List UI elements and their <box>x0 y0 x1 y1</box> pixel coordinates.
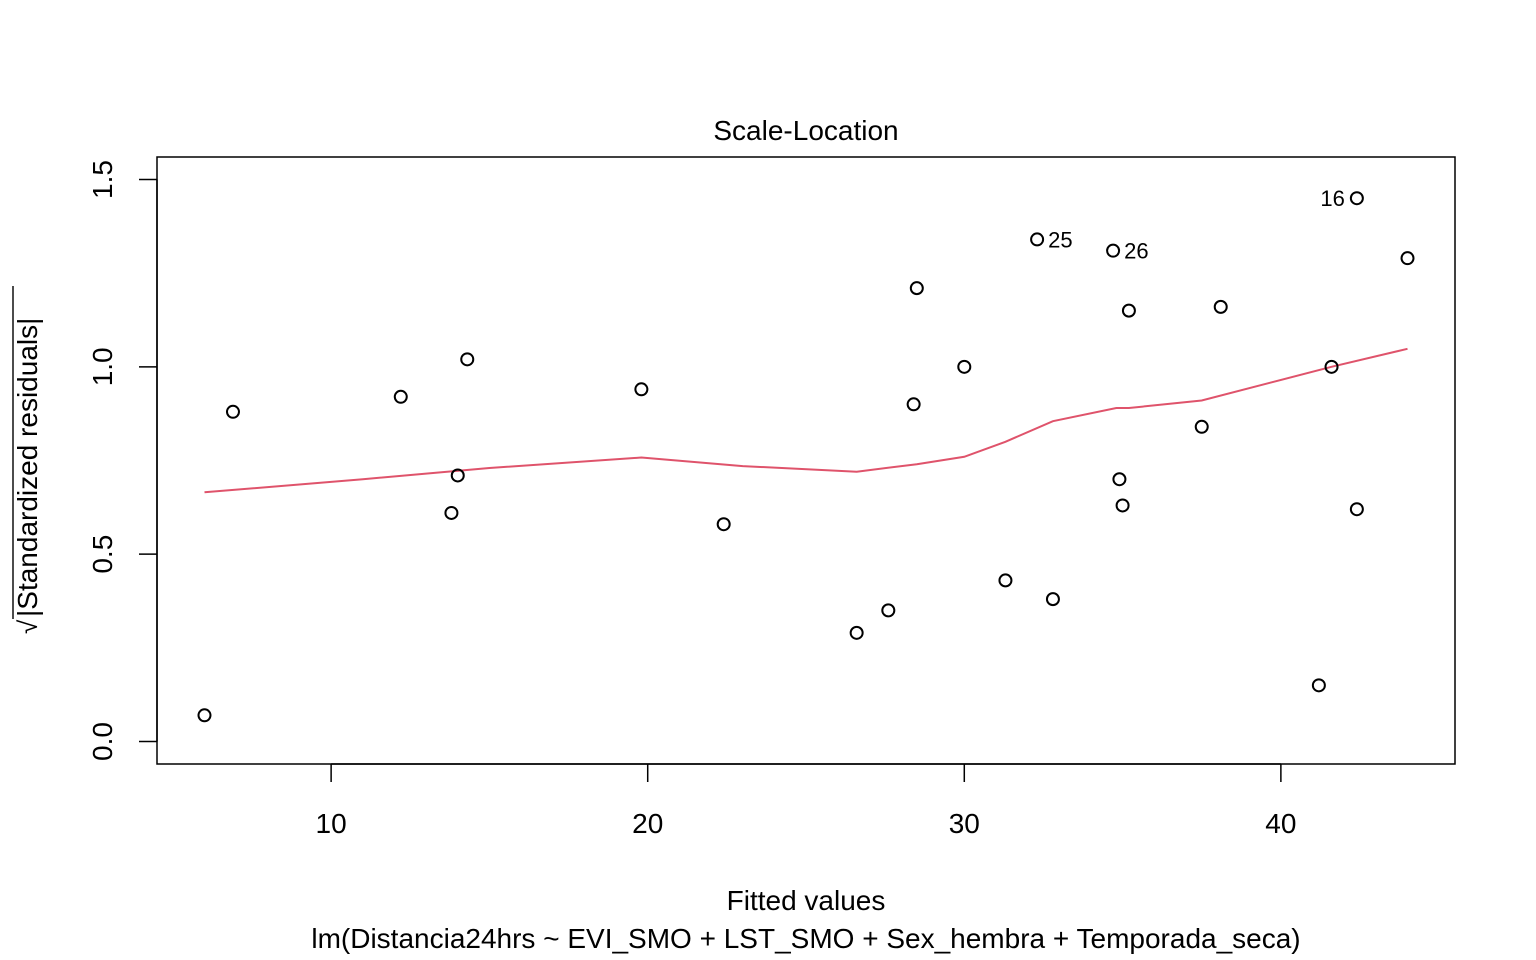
x-tick-label: 10 <box>316 808 347 839</box>
point-label: 25 <box>1048 227 1072 252</box>
data-points: 25 26 16 <box>197 186 1415 723</box>
x-tick-label: 30 <box>949 808 980 839</box>
data-point <box>225 404 240 419</box>
data-point <box>1106 243 1121 258</box>
y-axis-label-radical: √ <box>13 619 43 634</box>
x-tick-label: 20 <box>632 808 663 839</box>
data-point <box>460 352 475 367</box>
smooth-line <box>204 347 1408 494</box>
model-formula-subtitle: lm(Distancia24hrs ~ EVI_SMO + LST_SMO + … <box>311 923 1300 954</box>
data-point <box>998 573 1013 588</box>
x-tick-label: 40 <box>1265 808 1296 839</box>
y-tick-label: 1.0 <box>87 347 118 386</box>
x-axis-label: Fitted values <box>727 885 886 916</box>
chart-title: Scale-Location <box>713 115 898 146</box>
data-point <box>393 389 408 404</box>
data-point <box>450 468 465 483</box>
y-axis: 0.0 0.5 1.0 1.5 <box>87 160 158 761</box>
data-point <box>1045 592 1060 607</box>
data-point <box>1030 232 1045 247</box>
data-point <box>1349 502 1364 517</box>
data-point <box>957 359 972 374</box>
data-point <box>1112 472 1127 487</box>
plot-frame <box>156 156 1456 765</box>
data-point <box>1400 251 1415 266</box>
y-axis-label-text: |Standardized residuals| <box>12 318 43 617</box>
y-axis-label: √ |Standardized residuals| <box>12 286 43 634</box>
data-point <box>197 708 212 723</box>
data-point <box>716 517 731 532</box>
data-point <box>1121 303 1136 318</box>
data-point <box>1311 678 1326 693</box>
data-point <box>1194 419 1209 434</box>
data-point <box>909 281 924 296</box>
point-label: 16 <box>1320 186 1344 211</box>
x-axis: 10 20 30 40 <box>316 763 1296 839</box>
data-point <box>881 603 896 618</box>
data-point <box>1213 299 1228 314</box>
y-tick-label: 0.5 <box>87 535 118 574</box>
data-point <box>634 382 649 397</box>
data-point <box>444 505 459 520</box>
y-tick-label: 1.5 <box>87 160 118 199</box>
data-point <box>1349 191 1364 206</box>
data-point <box>849 625 864 640</box>
point-label: 26 <box>1124 239 1148 264</box>
data-point <box>906 397 921 412</box>
y-tick-label: 0.0 <box>87 722 118 761</box>
data-point <box>1115 498 1130 513</box>
data-point <box>1324 359 1339 374</box>
